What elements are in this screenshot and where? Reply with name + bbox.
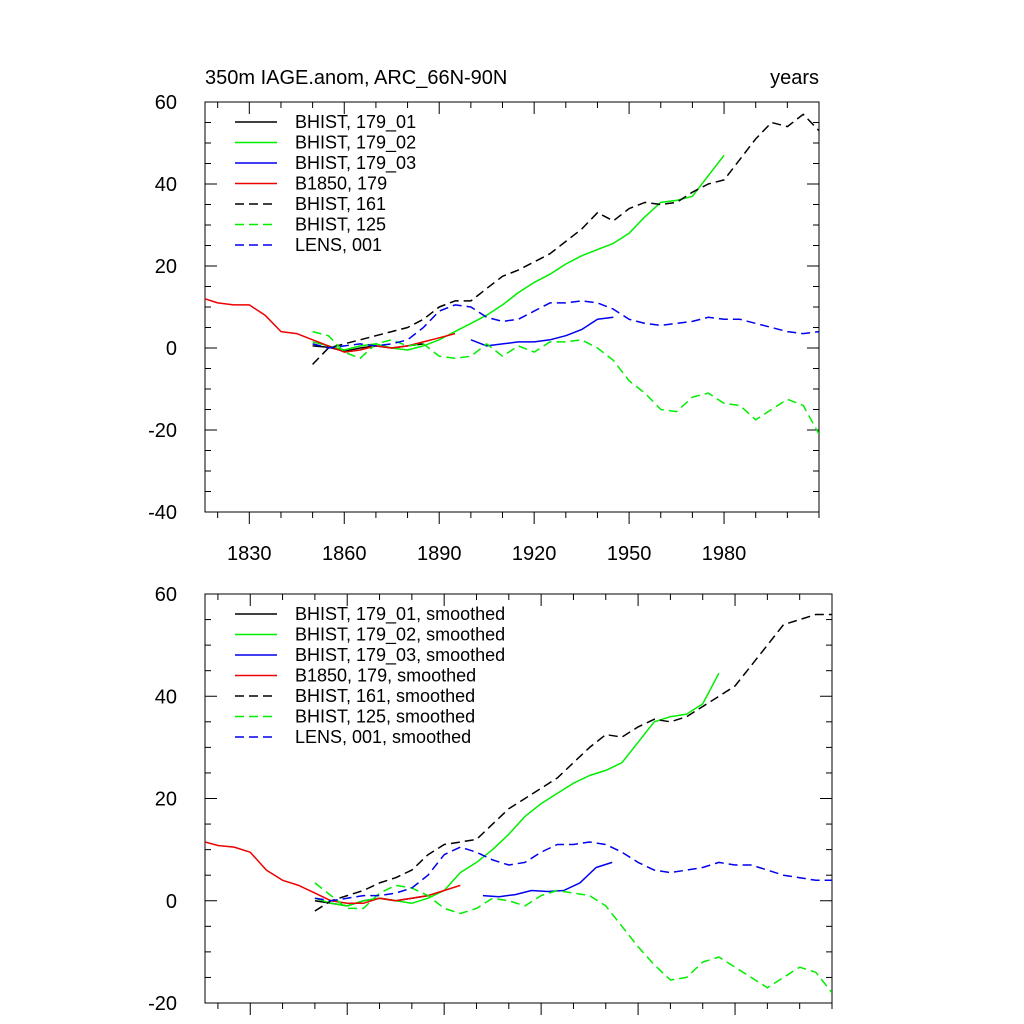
series-line-5	[312, 113, 819, 365]
legend-label: BHIST, 179_01, smoothed	[295, 604, 505, 625]
y-tick-label: -20	[148, 420, 177, 442]
chart-title: 350m IAGE.anom, ARC_66N-90N	[205, 67, 507, 89]
legend-label: BHIST, 179_03, smoothed	[295, 645, 505, 666]
legend-label: LENS, 001, smoothed	[295, 727, 471, 747]
series-line-2	[312, 154, 725, 351]
x-tick-label: 1920	[512, 543, 557, 565]
x-tick-label: 1890	[417, 543, 462, 565]
chart-panel-1: -40 -20 0 20 40 60 1830 1860 1890 1920 1950 1980 350…	[148, 67, 820, 565]
x-tick-label: 1830	[227, 543, 272, 565]
y-tick-label: 0	[166, 338, 177, 360]
y-tick-label: 40	[155, 174, 177, 196]
series-line-6	[314, 882, 832, 994]
series-line-5	[314, 613, 832, 912]
series-line-7	[312, 300, 819, 349]
legend-label: BHIST, 161, smoothed	[295, 686, 475, 706]
legend-label: BHIST, 125, smoothed	[295, 707, 475, 727]
x-tick-label: 1860	[322, 543, 367, 565]
series-line-7	[314, 841, 832, 902]
y-tick-label: 0	[166, 891, 177, 913]
legend-label: BHIST, 161	[295, 194, 386, 214]
y-tick-label: 40	[155, 686, 177, 708]
x-tick-label: 1980	[702, 543, 747, 565]
legend-label: BHIST, 125	[295, 215, 386, 235]
legend-label: BHIST, 179_01	[295, 112, 416, 133]
series-line-4	[205, 841, 461, 905]
legend-label: BHIST, 179_02, smoothed	[295, 625, 505, 646]
x-tick-label: 1950	[607, 543, 652, 565]
y-tick-label: 60	[155, 92, 177, 114]
legend-label: BHIST, 179_02	[295, 133, 416, 154]
legend-label: BHIST, 179_03	[295, 153, 416, 174]
chart-units: years	[770, 67, 819, 89]
series-group	[205, 113, 819, 435]
legend-label: B1850, 179, smoothed	[295, 666, 476, 686]
y-tick-label: 60	[155, 584, 177, 606]
y-tick-label: -20	[148, 993, 177, 1015]
y-tick-label: -40	[148, 502, 177, 524]
series-group	[205, 613, 832, 994]
legend-label: B1850, 179	[295, 174, 387, 194]
y-tick-label: 20	[155, 256, 177, 278]
series-line-3	[470, 316, 614, 347]
y-tick-label: 20	[155, 789, 177, 811]
legend-label: LENS, 001	[295, 235, 382, 255]
series-line-3	[482, 861, 613, 898]
